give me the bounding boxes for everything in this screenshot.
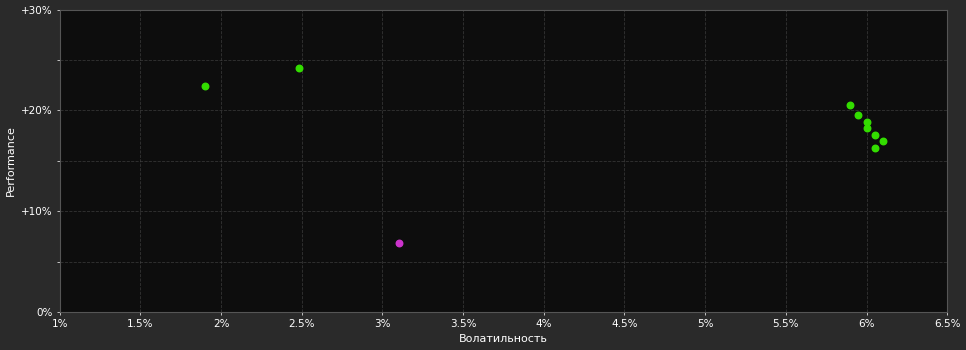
Point bbox=[391, 240, 407, 246]
Y-axis label: Performance: Performance bbox=[6, 125, 15, 196]
Point bbox=[859, 120, 874, 125]
Point bbox=[291, 65, 306, 71]
Point bbox=[875, 138, 891, 144]
Point bbox=[851, 113, 867, 118]
X-axis label: Волатильность: Волатильность bbox=[459, 335, 548, 344]
Point bbox=[842, 103, 858, 108]
Point bbox=[867, 145, 882, 150]
Point bbox=[197, 83, 213, 89]
Point bbox=[867, 132, 882, 137]
Point bbox=[859, 126, 874, 131]
